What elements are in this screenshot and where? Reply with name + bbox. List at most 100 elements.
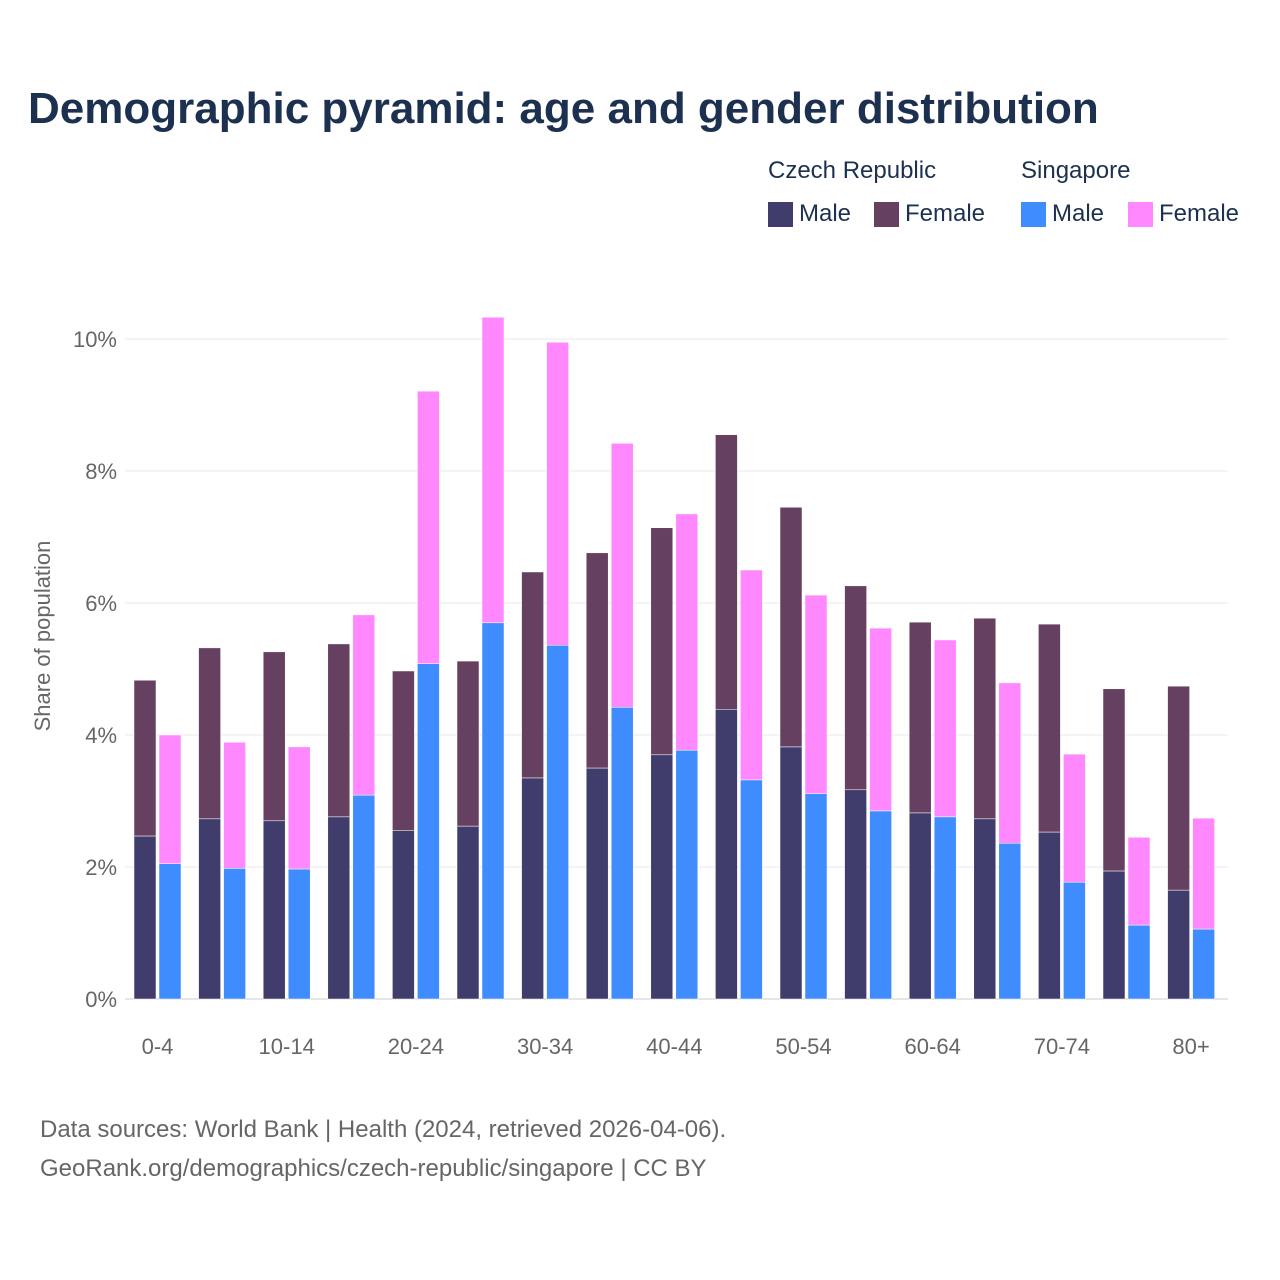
bar-czech-republic-female-75-79[interactable] [1102,688,1126,872]
bar-singapore-female-70-74[interactable] [1063,753,1086,883]
bar-czech-republic-male-70-74[interactable] [1038,831,1061,1000]
bar-singapore-male-65-69[interactable] [998,842,1022,1000]
bar-czech-republic-male-5-9[interactable] [198,818,221,1000]
bar-singapore-female-5-9[interactable] [223,742,246,869]
bar-singapore-male-75-79[interactable] [1127,924,1151,1000]
legend-swatch [874,201,899,227]
legend-czech-female[interactable]: Female [874,200,985,228]
bar-singapore-male-60-64[interactable] [933,816,957,1000]
bar-czech-republic-female-15-19[interactable] [327,643,351,818]
chart-title: Demographic pyramid: age and gender dist… [28,84,1099,133]
bar-singapore-male-40-44[interactable] [675,749,699,1000]
bar-czech-republic-female-65-69[interactable] [973,617,997,820]
bar-singapore-female-80+[interactable] [1192,817,1215,930]
bar-czech-republic-male-30-34[interactable] [521,777,544,1000]
bar-czech-republic-male-35-39[interactable] [585,767,609,1000]
bar-czech-republic-male-75-79[interactable] [1102,870,1126,1000]
legend-swatch [1128,201,1153,227]
x-tick-label: 60-64 [905,1034,961,1059]
bar-singapore-female-75-79[interactable] [1127,837,1151,926]
bar-czech-republic-female-70-74[interactable] [1038,623,1061,833]
bar-czech-republic-female-45-49[interactable] [715,434,738,710]
legend-group-singapore: Singapore [1021,157,1131,184]
bar-czech-republic-male-15-19[interactable] [327,816,351,1000]
bar-singapore-male-55-59[interactable] [869,810,892,1000]
bar-singapore-female-50-54[interactable] [804,594,828,794]
x-tick-label: 80+ [1172,1034,1209,1059]
x-tick-label: 30-34 [517,1034,573,1059]
legend-swatch [768,201,793,227]
bar-czech-republic-male-20-24[interactable] [392,830,415,1000]
bar-singapore-female-65-69[interactable] [998,682,1022,844]
bar-czech-republic-male-45-49[interactable] [715,709,738,1000]
bar-singapore-female-60-64[interactable] [933,639,957,818]
bar-czech-republic-female-0-4[interactable] [133,679,157,837]
y-tick-label: 0% [85,987,117,1012]
legend-swatch [1021,201,1046,227]
bar-singapore-female-15-19[interactable] [352,614,376,796]
bar-czech-republic-male-50-54[interactable] [779,746,803,1000]
y-tick-label: 8% [85,459,117,484]
bar-singapore-male-50-54[interactable] [804,793,828,1000]
bar-singapore-male-45-49[interactable] [740,779,763,1000]
y-tick-label: 2% [85,855,117,880]
legend-label: Male [1052,200,1105,227]
bar-singapore-female-30-34[interactable] [546,342,569,646]
footer-link[interactable]: GeoRank.org/demographics/czech-republic/… [40,1155,707,1182]
bar-singapore-male-30-34[interactable] [546,644,569,1000]
bar-czech-republic-female-25-29[interactable] [456,660,480,827]
y-tick-label: 10% [73,327,117,352]
bar-singapore-male-10-14[interactable] [287,868,311,1000]
bar-czech-republic-female-20-24[interactable] [392,670,415,831]
bar-singapore-female-40-44[interactable] [675,513,699,751]
bar-czech-republic-female-30-34[interactable] [521,571,544,779]
legend-czech-male[interactable]: Male [768,200,851,228]
bar-singapore-male-15-19[interactable] [352,794,376,1000]
legend-label: Female [905,200,986,227]
legend-label: Female [1159,200,1240,227]
bar-czech-republic-male-80+[interactable] [1167,889,1190,1000]
bar-czech-republic-male-40-44[interactable] [650,754,674,1000]
bar-singapore-female-45-49[interactable] [740,569,763,781]
bar-singapore-male-70-74[interactable] [1063,881,1086,1000]
bar-singapore-male-5-9[interactable] [223,868,246,1000]
x-tick-label: 70-74 [1034,1034,1090,1059]
x-tick-label: 0-4 [142,1034,174,1059]
bar-singapore-female-0-4[interactable] [158,734,182,864]
x-tick-label: 40-44 [646,1034,702,1059]
bar-czech-republic-male-0-4[interactable] [133,835,157,1000]
legend-singapore-female[interactable]: Female [1128,200,1239,228]
legend-group-czech: Czech Republic [768,157,937,184]
footer-sources: Data sources: World Bank | Health (2024,… [40,1116,727,1143]
bar-czech-republic-female-5-9[interactable] [198,647,221,820]
x-tick-label: 50-54 [775,1034,831,1059]
bar-singapore-female-35-39[interactable] [610,443,634,708]
y-tick-label: 6% [85,591,117,616]
bar-czech-republic-female-40-44[interactable] [650,527,674,756]
bar-singapore-male-80+[interactable] [1192,928,1215,1000]
bar-czech-republic-female-50-54[interactable] [779,507,803,748]
bar-czech-republic-male-10-14[interactable] [262,820,286,1000]
bar-czech-republic-male-65-69[interactable] [973,818,997,1000]
bar-czech-republic-male-60-64[interactable] [908,812,932,1000]
bar-singapore-female-10-14[interactable] [287,746,311,870]
bar-czech-republic-male-25-29[interactable] [456,825,480,1000]
bar-singapore-female-20-24[interactable] [417,390,440,664]
bar-czech-republic-female-60-64[interactable] [908,621,932,814]
bar-czech-republic-female-10-14[interactable] [262,651,286,822]
bar-czech-republic-female-55-59[interactable] [844,585,867,791]
legend-singapore-male[interactable]: Male [1021,200,1104,228]
bar-singapore-male-0-4[interactable] [158,863,182,1000]
y-tick-label: 4% [85,723,117,748]
bar-czech-republic-female-80+[interactable] [1167,685,1190,891]
bar-czech-republic-female-35-39[interactable] [585,552,609,769]
bar-singapore-male-35-39[interactable] [610,707,634,1000]
legend-label: Male [799,200,852,227]
bar-czech-republic-male-55-59[interactable] [844,789,867,1000]
bar-singapore-female-55-59[interactable] [869,627,892,812]
bar-singapore-male-20-24[interactable] [417,663,440,1000]
bar-singapore-female-25-29[interactable] [481,316,505,624]
x-tick-label: 10-14 [259,1034,315,1059]
bar-singapore-male-25-29[interactable] [481,622,505,1000]
